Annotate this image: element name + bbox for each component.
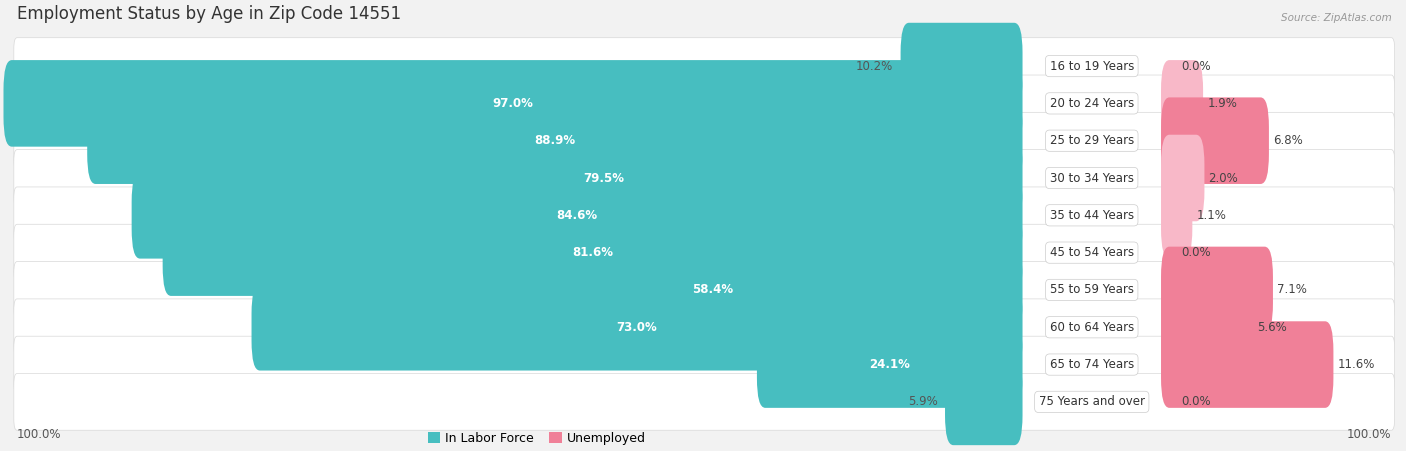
Text: 45 to 54 Years: 45 to 54 Years [1050,246,1133,259]
FancyBboxPatch shape [901,23,1022,109]
FancyBboxPatch shape [184,135,1022,221]
Legend: In Labor Force, Unemployed: In Labor Force, Unemployed [423,427,651,450]
FancyBboxPatch shape [87,97,1022,184]
Text: 0.0%: 0.0% [1181,396,1212,408]
Text: 11.6%: 11.6% [1337,358,1375,371]
Text: 97.0%: 97.0% [492,97,533,110]
FancyBboxPatch shape [756,321,1022,408]
FancyBboxPatch shape [14,336,1395,393]
Text: 1.1%: 1.1% [1197,209,1226,222]
FancyBboxPatch shape [163,209,1022,296]
FancyBboxPatch shape [14,150,1395,207]
Text: 100.0%: 100.0% [1347,428,1392,441]
FancyBboxPatch shape [1161,247,1272,333]
FancyBboxPatch shape [945,359,1022,445]
Text: 58.4%: 58.4% [692,283,733,296]
Text: 7.1%: 7.1% [1277,283,1308,296]
Text: 25 to 29 Years: 25 to 29 Years [1050,134,1133,147]
FancyBboxPatch shape [14,112,1395,169]
Text: 5.9%: 5.9% [908,396,938,408]
FancyBboxPatch shape [1161,172,1192,258]
FancyBboxPatch shape [14,262,1395,318]
Text: 2.0%: 2.0% [1209,171,1239,184]
Text: 81.6%: 81.6% [572,246,613,259]
Text: 30 to 34 Years: 30 to 34 Years [1050,171,1133,184]
FancyBboxPatch shape [1161,97,1270,184]
Text: 73.0%: 73.0% [617,321,658,334]
Text: 35 to 44 Years: 35 to 44 Years [1050,209,1133,222]
FancyBboxPatch shape [14,299,1395,355]
Text: 88.9%: 88.9% [534,134,575,147]
Text: 65 to 74 Years: 65 to 74 Years [1050,358,1133,371]
Text: Employment Status by Age in Zip Code 14551: Employment Status by Age in Zip Code 145… [17,5,401,23]
FancyBboxPatch shape [14,38,1395,94]
Text: 0.0%: 0.0% [1181,60,1212,73]
FancyBboxPatch shape [14,75,1395,132]
Text: 6.8%: 6.8% [1272,134,1303,147]
FancyBboxPatch shape [402,247,1022,333]
FancyBboxPatch shape [252,284,1022,371]
Text: 0.0%: 0.0% [1181,246,1212,259]
FancyBboxPatch shape [1161,135,1205,221]
Text: 24.1%: 24.1% [869,358,910,371]
Text: 10.2%: 10.2% [856,60,893,73]
Text: 84.6%: 84.6% [557,209,598,222]
Text: 16 to 19 Years: 16 to 19 Years [1050,60,1135,73]
Text: 1.9%: 1.9% [1208,97,1237,110]
Text: 20 to 24 Years: 20 to 24 Years [1050,97,1133,110]
Text: Source: ZipAtlas.com: Source: ZipAtlas.com [1281,13,1392,23]
Text: 75 Years and over: 75 Years and over [1039,396,1144,408]
Text: 100.0%: 100.0% [17,428,62,441]
Text: 79.5%: 79.5% [583,171,624,184]
Text: 60 to 64 Years: 60 to 64 Years [1050,321,1133,334]
Text: 5.6%: 5.6% [1257,321,1286,334]
FancyBboxPatch shape [1161,60,1204,147]
FancyBboxPatch shape [14,224,1395,281]
FancyBboxPatch shape [3,60,1022,147]
FancyBboxPatch shape [14,187,1395,244]
FancyBboxPatch shape [14,373,1395,430]
FancyBboxPatch shape [132,172,1022,258]
Text: 55 to 59 Years: 55 to 59 Years [1050,283,1133,296]
FancyBboxPatch shape [1161,321,1333,408]
FancyBboxPatch shape [1161,284,1253,371]
